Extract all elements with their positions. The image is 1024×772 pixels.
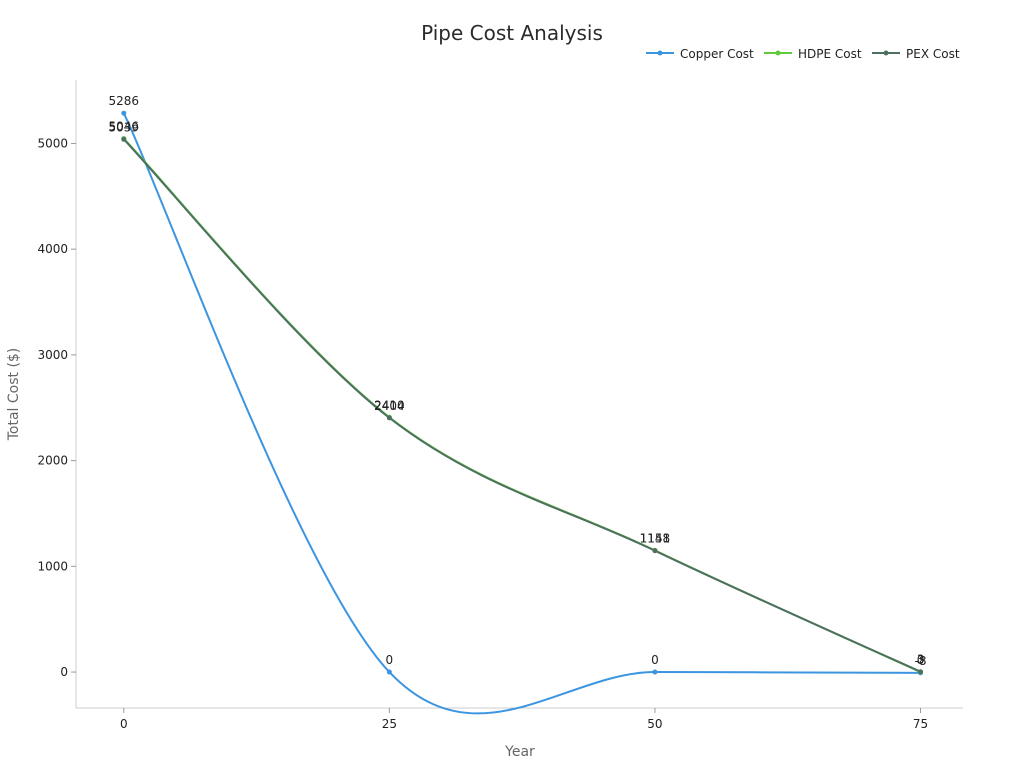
hdpe-cost-data-label: 1151 xyxy=(640,531,671,545)
y-tick-label: 2000 xyxy=(37,454,68,468)
legend-swatch-marker xyxy=(657,50,663,56)
x-tick-label: 50 xyxy=(647,717,662,731)
pex-cost-point xyxy=(918,669,924,675)
copper-cost-point xyxy=(121,110,127,116)
legend-label: HDPE Cost xyxy=(798,47,862,61)
x-tick-label: 75 xyxy=(913,717,928,731)
copper-cost-point xyxy=(652,669,658,675)
series-layer xyxy=(121,110,924,715)
pex-cost-line xyxy=(122,138,922,673)
y-axis-title: Total Cost ($) xyxy=(6,348,22,442)
pex-cost-data-label: 3 xyxy=(917,653,925,667)
x-tick-label: 0 xyxy=(120,717,128,731)
y-tick-label: 5000 xyxy=(37,136,68,150)
copper-cost-point xyxy=(386,669,392,675)
x-axis-title: Year xyxy=(504,744,535,760)
pex-cost-data-label: 2404 xyxy=(374,399,405,413)
pex-cost-point xyxy=(121,136,127,142)
legend[interactable]: Copper Cost HDPE Cost PEX Cost xyxy=(646,47,960,61)
copper-cost-data-label: 0 xyxy=(386,653,394,667)
legend-item-hdpe-cost[interactable]: HDPE Cost xyxy=(764,47,862,61)
copper-cost-data-label: 5286 xyxy=(109,94,140,108)
hdpe-cost-data-label: 5046 xyxy=(109,120,140,134)
hdpe-cost-data-label: 2410 xyxy=(374,398,405,412)
y-tick-label: 4000 xyxy=(37,242,68,256)
legend-label: Copper Cost xyxy=(680,47,754,61)
legend-item-copper-cost[interactable]: Copper Cost xyxy=(646,47,754,61)
pex-cost-point xyxy=(386,415,392,421)
chart-title: Pipe Cost Analysis xyxy=(421,21,603,45)
legend-swatch-marker xyxy=(775,50,781,56)
y-tick-label: 3000 xyxy=(37,348,68,362)
copper-cost-line xyxy=(122,112,922,715)
y-tick-label: 0 xyxy=(60,665,68,679)
x-tick-label: 25 xyxy=(382,717,397,731)
legend-swatch-marker xyxy=(883,50,889,56)
pex-cost-data-label: 1148 xyxy=(640,532,671,546)
pex-cost-data-label: 5039 xyxy=(109,120,140,134)
hdpe-cost-data-label: 0 xyxy=(917,653,925,667)
pex-cost-point xyxy=(652,548,658,554)
hdpe-cost-line xyxy=(122,137,922,674)
legend-item-pex-cost[interactable]: PEX Cost xyxy=(872,47,960,61)
legend-label: PEX Cost xyxy=(906,47,960,61)
copper-cost-data-label: 0 xyxy=(651,653,659,667)
copper-cost-data-label: -8 xyxy=(915,654,927,668)
y-tick-label: 1000 xyxy=(37,559,68,573)
